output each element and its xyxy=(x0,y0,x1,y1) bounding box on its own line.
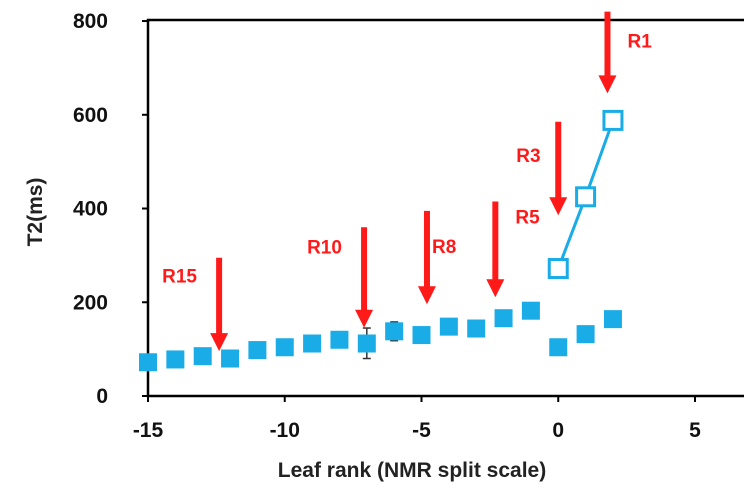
x-axis-ticks: -15 -10 -5 0 5 xyxy=(133,396,701,442)
filled-square-point xyxy=(139,353,157,372)
y-tick-label: 800 xyxy=(73,10,108,33)
filled-square-point xyxy=(166,350,185,369)
x-tick-label: -5 xyxy=(412,419,431,442)
filled-square-point xyxy=(603,310,622,329)
annotation-label: R8 xyxy=(432,237,456,258)
filled-square-point xyxy=(330,330,349,349)
filled-square-point xyxy=(467,319,486,338)
plot-frame xyxy=(146,18,744,398)
y-tick-label: 200 xyxy=(73,291,108,314)
filled-square-point xyxy=(303,334,322,353)
x-axis-title: Leaf rank (NMR split scale) xyxy=(278,459,546,482)
annotation-arrow-head xyxy=(417,286,436,305)
y-tick-label: 400 xyxy=(73,198,108,221)
filled-square-point xyxy=(275,338,294,357)
annotation-label: R1 xyxy=(627,32,652,53)
y-tick-label: 0 xyxy=(96,385,108,408)
annotation-arrow-head xyxy=(486,279,505,298)
open-square-point xyxy=(602,109,624,131)
annotation-arrow-head xyxy=(210,333,229,352)
filled-square-point xyxy=(221,349,240,368)
filled-square-point xyxy=(193,347,212,366)
filled-square-point xyxy=(248,341,267,360)
filled-square-point xyxy=(521,301,540,320)
filled-square-point xyxy=(494,309,513,328)
x-tick-label: -10 xyxy=(270,419,300,442)
annotation-label: R5 xyxy=(515,207,540,228)
filled-square-point xyxy=(576,325,595,344)
y-axis-ticks: 0 200 400 600 800 xyxy=(73,10,148,408)
open-square-point xyxy=(547,258,569,280)
annotation-arrow-head xyxy=(598,75,617,94)
filled-square-point xyxy=(439,317,458,336)
annotation-label: R3 xyxy=(516,146,540,167)
y-axis-title: T2(ms) xyxy=(24,178,47,247)
filled-square-point xyxy=(549,338,568,357)
plot-area xyxy=(146,18,744,398)
filled-square-point xyxy=(412,326,431,345)
open-square-point xyxy=(575,186,597,208)
annotation-label: R10 xyxy=(307,237,342,258)
annotation-label: R15 xyxy=(162,267,197,288)
annotation-layer: R1 R3 R5 R8 R10 R15 xyxy=(162,11,652,352)
y-tick-label: 600 xyxy=(73,104,108,127)
x-tick-label: -15 xyxy=(133,419,164,442)
series-layer xyxy=(139,109,624,372)
series-3 xyxy=(547,109,624,280)
annotation-arrow-head xyxy=(549,197,568,216)
x-tick-label: 0 xyxy=(552,419,564,442)
annotation-arrow-head xyxy=(355,309,374,328)
filled-square-point xyxy=(357,334,376,353)
series-1 xyxy=(139,301,540,372)
series-2 xyxy=(549,310,622,357)
filled-square-point xyxy=(385,322,404,341)
x-tick-label: 5 xyxy=(689,419,701,442)
